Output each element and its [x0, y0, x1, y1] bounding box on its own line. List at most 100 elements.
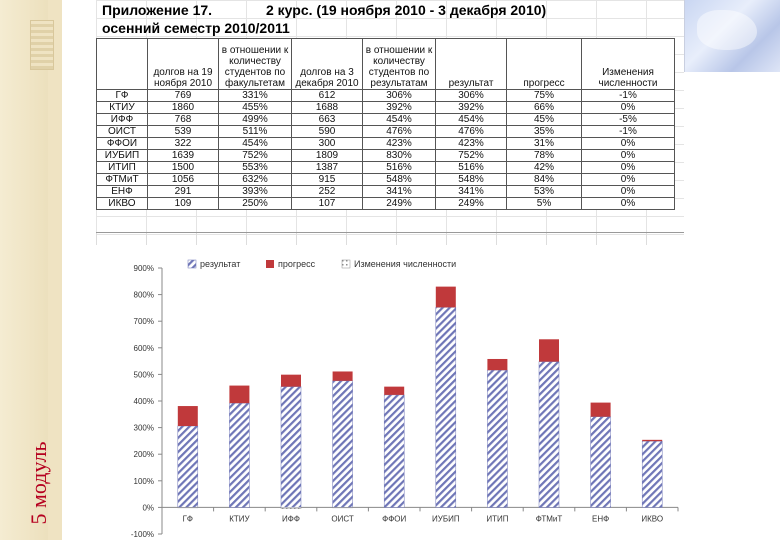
table-cell: 31% — [506, 137, 582, 150]
table-cell: 548% — [362, 173, 436, 186]
table-row: ИУБИП 1639 752% 1809 830% 752% 78% 0% — [96, 149, 675, 162]
chart-svg: -100% 0% 100% 200% 300% 400% 500% 600% 700% 800% 9… — [131, 259, 679, 539]
bar-progress — [281, 374, 301, 387]
row-label-cell: ИКВО — [96, 197, 148, 210]
bar-progress — [177, 406, 198, 427]
table-cell: 341% — [362, 185, 436, 198]
x-tick-label: ОИСТ — [331, 514, 353, 523]
table-cell: 107 — [291, 197, 363, 210]
table-row: ФФОИ 322 454% 300 423% 423% 31% 0% — [96, 137, 675, 150]
table-cell: 5% — [506, 197, 582, 210]
table-cell: 548% — [435, 173, 507, 186]
row-label-cell: ИФФ — [96, 113, 148, 126]
table-cell: 306% — [362, 89, 436, 102]
side-label-text: 5 модуль — [26, 441, 51, 525]
table-cell: 393% — [218, 185, 292, 198]
table-cell: 249% — [435, 197, 507, 210]
bar-result — [641, 440, 663, 508]
bar-result — [383, 394, 405, 508]
table-cell: 454% — [218, 137, 292, 150]
col-header: прогресс — [506, 38, 582, 90]
table-cell: 75% — [506, 89, 582, 102]
bar-change — [280, 507, 302, 509]
table-cell: 392% — [435, 101, 507, 114]
y-tick-label: 200% — [134, 450, 154, 459]
bar-progress — [590, 402, 611, 417]
table-cell: 516% — [362, 161, 436, 174]
y-tick-label: 500% — [134, 370, 154, 379]
table-cell: 590 — [291, 125, 363, 138]
bar-result — [280, 386, 302, 508]
table-cell: 392% — [362, 101, 436, 114]
x-tick-label: ИТИП — [486, 514, 508, 523]
table-cell: 0% — [581, 197, 675, 210]
legend-swatch — [341, 259, 351, 269]
table-row: ИТИП 1500 553% 1387 516% 516% 42% 0% — [96, 161, 675, 174]
debts-chart: -100% 0% 100% 200% 300% 400% 500% 600% 700% 800% 9… — [118, 256, 684, 540]
table-header-row: долгов на 19 ноября 2010 в отношении к к… — [96, 38, 675, 90]
table-cell: 1387 — [291, 161, 363, 174]
table-cell: 423% — [362, 137, 436, 150]
bar-progress — [332, 371, 353, 381]
table-cell: 752% — [435, 149, 507, 162]
bar-change — [177, 507, 198, 509]
table-cell: 1500 — [147, 161, 219, 174]
table-cell: 553% — [218, 161, 292, 174]
table-cell: 0% — [581, 101, 675, 114]
sheet-title-period: 2 курс. (19 ноября 2010 - 3 декабря 2010… — [266, 2, 547, 18]
table-cell: 516% — [435, 161, 507, 174]
bar-result — [177, 425, 199, 508]
table-cell: 752% — [218, 149, 292, 162]
table-cell: 612 — [291, 89, 363, 102]
sheet-subtitle: осенний семестр 2010/2011 — [102, 20, 290, 36]
side-strip-inner — [0, 0, 48, 540]
table-cell: 454% — [435, 113, 507, 126]
row-label-cell: КТИУ — [96, 101, 148, 114]
row-label-cell: ИУБИП — [96, 149, 148, 162]
bar-progress — [539, 339, 559, 362]
bar-progress — [435, 286, 456, 308]
table-row: ИФФ 768 499% 663 454% 454% 45% -5% — [96, 113, 675, 126]
table-cell: 35% — [506, 125, 582, 138]
x-tick-label: ЕНФ — [592, 514, 609, 523]
table-cell: 499% — [218, 113, 292, 126]
table-row: КТИУ 1860 455% 1688 392% 392% 66% 0% — [96, 101, 675, 114]
bar-progress — [487, 358, 508, 371]
y-tick-label: 600% — [134, 344, 154, 353]
y-tick-label: 100% — [134, 477, 154, 486]
table-cell: 291 — [147, 185, 219, 198]
col-header — [96, 38, 148, 90]
table-cell: 1809 — [291, 149, 363, 162]
table-cell: 632% — [218, 173, 292, 186]
table-cell: -1% — [581, 89, 675, 102]
table-cell: 915 — [291, 173, 363, 186]
bar-progress — [642, 439, 663, 442]
table-cell: 768 — [147, 113, 219, 126]
table-cell: 454% — [362, 113, 436, 126]
debts-table: долгов на 19 ноября 2010 в отношении к к… — [96, 38, 675, 210]
table-cell: 53% — [506, 185, 582, 198]
row-label-cell: ОИСТ — [96, 125, 148, 138]
table-row: ЕНФ 291 393% 252 341% 341% 53% 0% — [96, 185, 675, 198]
legend-swatch — [187, 259, 197, 269]
y-tick-label: -100% — [131, 530, 154, 539]
table-cell: 0% — [581, 137, 675, 150]
chart-legend: результат прогресс Изменения численности — [187, 259, 456, 269]
bar-result — [435, 307, 457, 508]
table-cell: 300 — [291, 137, 363, 150]
side-decoration — [30, 20, 54, 70]
chart-bars — [177, 286, 663, 509]
col-header: в отношении к количеству студентов по фа… — [218, 38, 292, 90]
table-cell: 306% — [435, 89, 507, 102]
row-label-cell: ЕНФ — [96, 185, 148, 198]
table-cell: 341% — [435, 185, 507, 198]
table-cell: 769 — [147, 89, 219, 102]
table-cell: 45% — [506, 113, 582, 126]
table-body: ГФ 769 331% 612 306% 306% 75% -1% КТИУ 1860 455% 16… — [96, 89, 675, 210]
table-cell: 252 — [291, 185, 363, 198]
table-row: ИКВО 109 250% 107 249% 249% 5% 0% — [96, 197, 675, 210]
table-cell: -5% — [581, 113, 675, 126]
y-tick-label: 300% — [134, 424, 154, 433]
table-cell: 1056 — [147, 173, 219, 186]
table-row: ОИСТ 539 511% 590 476% 476% 35% -1% — [96, 125, 675, 138]
